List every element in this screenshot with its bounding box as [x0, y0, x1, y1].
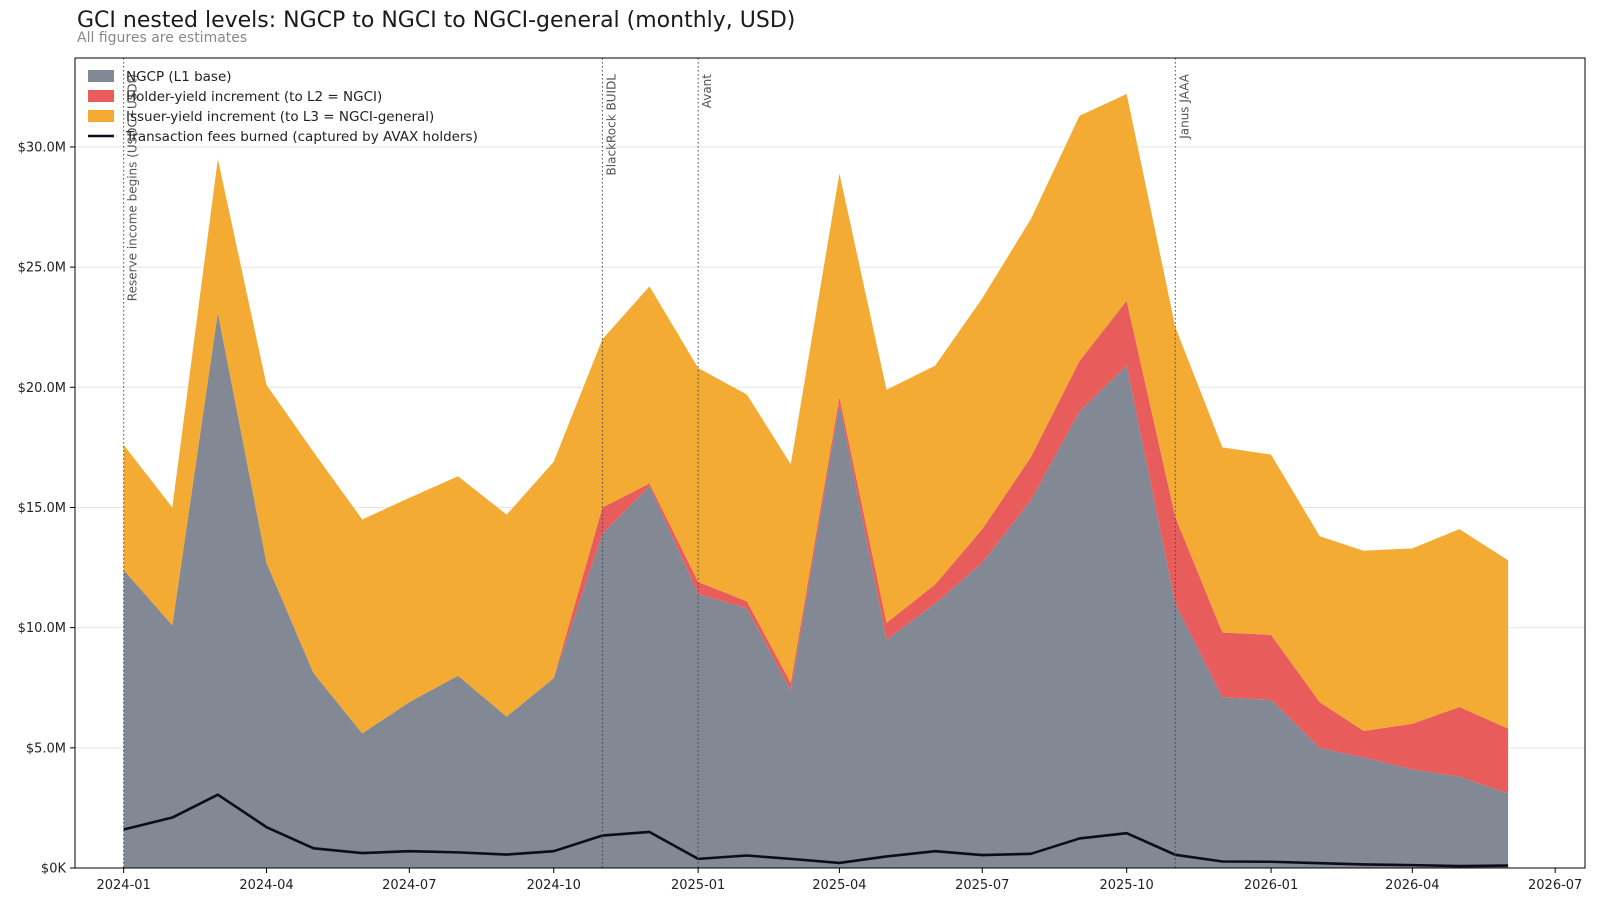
y-tick-label: $15.0M [18, 501, 66, 516]
area-series-2 [123, 94, 1509, 734]
x-tick-label: 2025-07 [955, 878, 1009, 893]
x-tick-label: 2026-01 [1244, 878, 1298, 893]
legend-label: Transaction fees burned (captured by AVA… [125, 129, 478, 145]
event-label: Reserve income begins (USDC+USDt) [126, 74, 140, 301]
plot-frame [74, 57, 1586, 869]
y-tick-label: $25.0M [18, 261, 66, 276]
legend: NGCP (L1 base) Holder-yield increment (to… [88, 69, 478, 145]
area-series-1 [123, 300, 1509, 794]
chart-subtitle: All figures are estimates [77, 30, 248, 46]
x-axis: 2024-01 2024-04 2024-07 2024-10 2025-01 2025-… [96, 868, 1582, 893]
legend-label: Issuer-yield increment (to L3 = NGCI-gen… [126, 109, 434, 125]
line-series [123, 793, 1509, 868]
y-axis: $0K $5.0M $10.0M $15.0M $20.0M $25.0M $30.0M [18, 140, 75, 877]
legend-swatch [88, 110, 114, 122]
event-annotations: Reserve income begins (USDC+USDt) BlackRo… [123, 58, 1191, 868]
legend-swatch [88, 70, 114, 82]
x-tick-label: 2026-07 [1528, 878, 1582, 893]
y-tick-label: $5.0M [26, 741, 66, 756]
x-tick-label: 2024-10 [527, 878, 581, 893]
line-series-3 [123, 793, 1509, 868]
y-tick-label: $20.0M [18, 381, 66, 396]
x-tick-label: 2025-10 [1099, 878, 1153, 893]
area-series-0 [123, 312, 1509, 868]
x-tick-label: 2026-04 [1385, 878, 1439, 893]
y-tick-label: $10.0M [18, 621, 66, 636]
legend-label: Holder-yield increment (to L2 = NGCI) [126, 89, 382, 105]
legend-swatch [88, 90, 114, 102]
event-label: Avant [700, 74, 714, 109]
x-tick-label: 2025-04 [812, 878, 866, 893]
y-tick-label: $0K [41, 862, 67, 877]
y-tick-label: $30.0M [18, 140, 66, 155]
x-tick-label: 2025-01 [671, 878, 725, 893]
chart-title: GCI nested levels: NGCP to NGCI to NGCI-… [77, 8, 796, 33]
x-tick-label: 2024-07 [382, 878, 436, 893]
x-tick-label: 2024-01 [96, 878, 150, 893]
legend-label: NGCP (L1 base) [126, 69, 232, 85]
event-label: BlackRock BUIDL [604, 74, 618, 176]
event-label: Janus JAAA [1177, 73, 1191, 140]
area-series [123, 94, 1509, 868]
x-tick-label: 2024-04 [239, 878, 293, 893]
